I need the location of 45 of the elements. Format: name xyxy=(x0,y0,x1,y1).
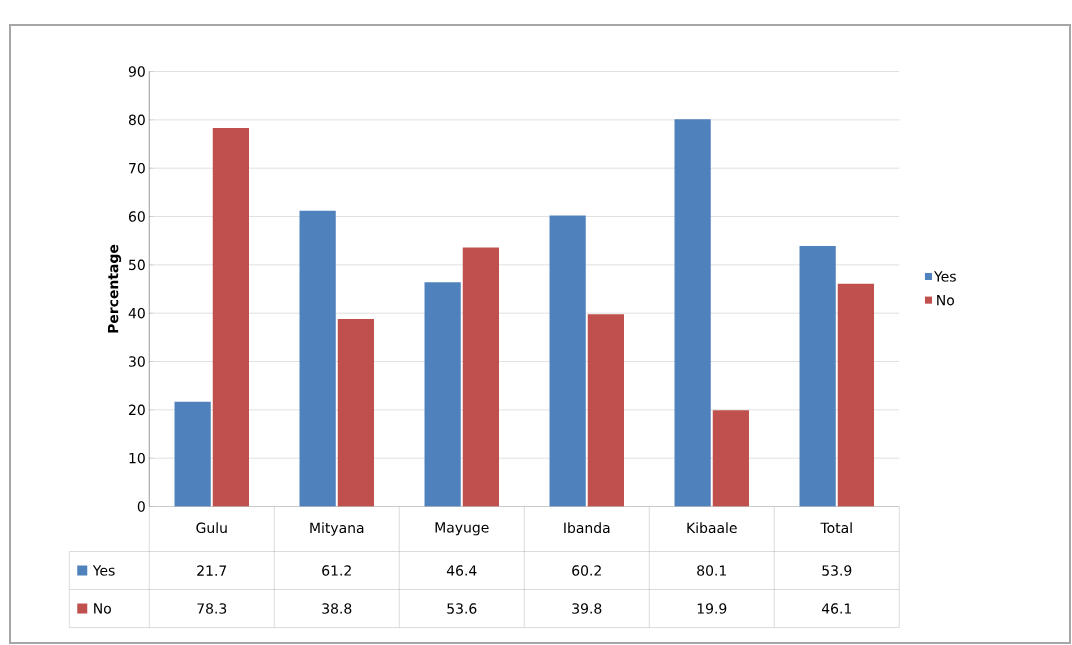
bar xyxy=(837,283,875,507)
y-axis-title: Percentage xyxy=(107,244,122,333)
data-label: 39.8 xyxy=(572,603,602,614)
data-label: 61.2 xyxy=(322,565,351,576)
y-tick-label: 80 xyxy=(128,114,145,126)
data-label: 53.6 xyxy=(447,603,477,614)
bar xyxy=(299,210,336,507)
x-tick-label: Mayuge xyxy=(435,522,489,536)
data-label: 46.4 xyxy=(446,565,477,576)
bar xyxy=(424,282,461,507)
legend-label: No xyxy=(937,295,955,306)
legend-label: Yes xyxy=(92,565,115,576)
text: No xyxy=(94,603,111,614)
data-label: 21.7 xyxy=(197,565,227,576)
data-label: 38.8 xyxy=(322,603,352,614)
bar xyxy=(337,318,375,507)
x-tick-label: Kibaale xyxy=(687,522,737,534)
bar xyxy=(674,119,711,507)
y-tick-label: 30 xyxy=(129,356,145,367)
y-tick-label: 40 xyxy=(128,307,145,319)
text: Yes xyxy=(933,271,956,282)
x-tick-label: Gulu xyxy=(196,522,227,534)
data-label: 60.2 xyxy=(572,565,601,576)
data-label: 80.1 xyxy=(697,565,726,576)
bar xyxy=(549,215,586,507)
data-label: 53.9 xyxy=(822,565,852,576)
bar xyxy=(799,246,836,507)
data-label: 19.9 xyxy=(697,603,727,614)
bar xyxy=(174,401,211,507)
y-tick-label: 20 xyxy=(129,404,145,416)
y-tick-label: 10 xyxy=(129,452,145,464)
y-tick-label: 90 xyxy=(128,66,145,77)
bar xyxy=(587,314,624,507)
data-label: 46.1 xyxy=(821,603,851,614)
bar xyxy=(212,128,249,507)
x-tick-label: Ibanda xyxy=(564,522,610,534)
y-tick-label: 60 xyxy=(128,211,145,222)
data-label: 78.3 xyxy=(197,603,227,614)
y-tick-label: 50 xyxy=(129,259,145,271)
x-tick-label: Mityana xyxy=(310,522,364,536)
y-tick-label: 70 xyxy=(129,162,145,174)
bar xyxy=(462,247,500,507)
x-tick-label: Total xyxy=(820,522,852,534)
y-tick-label: 0 xyxy=(137,501,145,512)
bar xyxy=(712,410,750,507)
